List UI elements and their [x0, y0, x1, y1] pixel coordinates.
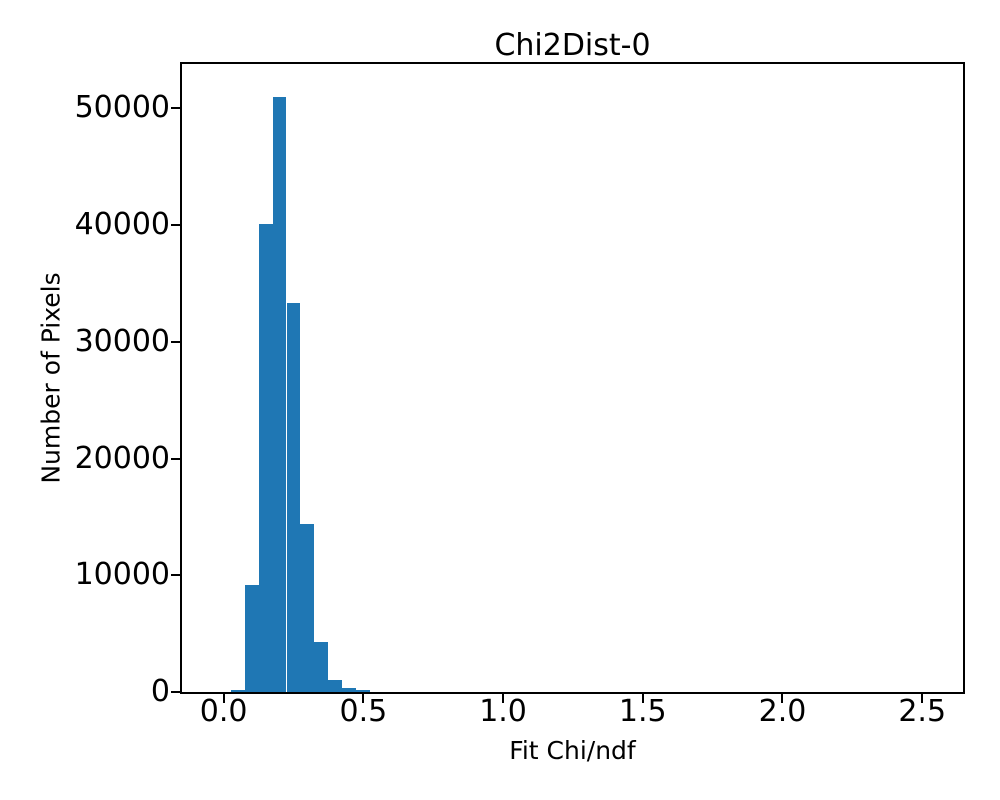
x-tick-mark	[222, 694, 225, 703]
x-tick-mark	[502, 694, 505, 703]
x-tick-label: 1.5	[618, 694, 667, 729]
histogram-bar	[300, 523, 315, 692]
x-tick-label: 1.0	[479, 694, 527, 729]
y-tick-mark	[171, 107, 180, 110]
y-tick-label: 0	[150, 674, 170, 709]
x-tick-mark	[781, 694, 784, 703]
x-tick-mark	[921, 694, 924, 703]
y-tick-label: 40000	[74, 207, 170, 243]
y-tick-label: 50000	[74, 90, 170, 126]
histogram-bar	[230, 689, 245, 692]
y-tick-mark	[171, 457, 180, 460]
x-tick-label: 0.0	[199, 694, 248, 729]
chart-title: Chi2Dist-0	[494, 28, 651, 63]
x-tick-label: 2.5	[898, 694, 947, 729]
y-tick-label: 20000	[74, 440, 170, 476]
histogram-bar	[314, 642, 329, 692]
y-tick-mark	[171, 691, 180, 693]
histogram-bar	[328, 679, 343, 692]
x-tick-label: 0.5	[339, 694, 388, 729]
y-tick-mark	[171, 574, 180, 577]
histogram-bar	[258, 223, 273, 692]
y-tick-label: 10000	[74, 557, 170, 593]
y-tick-label: 30000	[74, 323, 170, 359]
y-tick-mark	[171, 340, 180, 343]
histogram-bars	[182, 64, 963, 692]
x-tick-mark	[362, 694, 365, 703]
x-tick-label: 2.0	[758, 694, 807, 729]
y-tick-mark	[171, 224, 180, 227]
histogram-bar	[356, 690, 371, 692]
histogram-bar	[244, 585, 259, 692]
histogram-bar	[286, 302, 301, 692]
plot-area	[180, 62, 965, 694]
histogram-bar	[342, 688, 357, 692]
x-tick-mark	[641, 694, 644, 703]
x-axis-label: Fit Chi/ndf	[509, 736, 636, 765]
histogram-bar	[272, 96, 287, 692]
y-axis-label: Number of Pixels	[36, 272, 66, 484]
